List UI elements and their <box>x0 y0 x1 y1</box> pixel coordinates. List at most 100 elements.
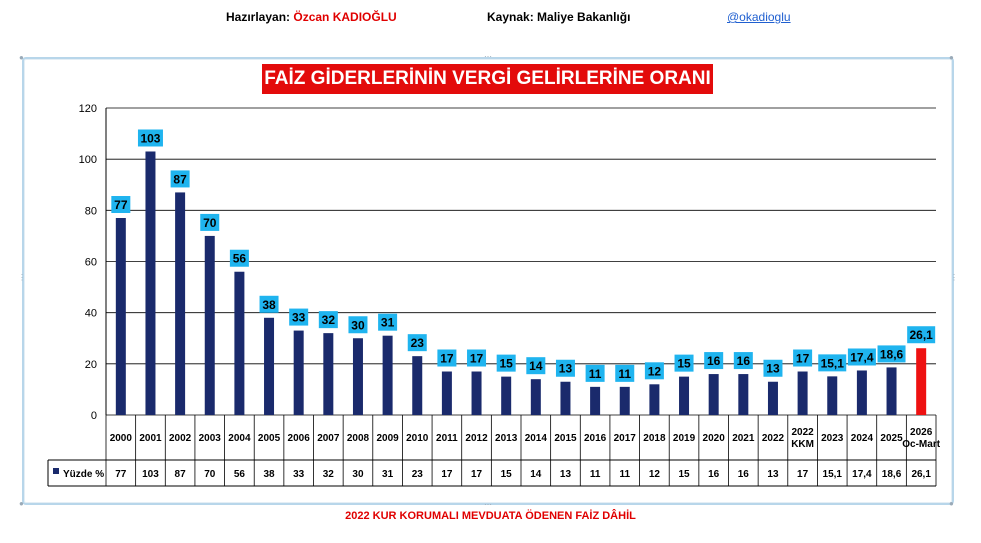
data-label-23: 17 <box>796 352 810 366</box>
y-tick-label-2: 40 <box>85 308 97 320</box>
x-tick-label-6: 2006 <box>288 433 311 444</box>
x-tick-label-1: 2001 <box>139 433 162 444</box>
data-label-9: 31 <box>381 316 395 330</box>
bar-7 <box>323 333 334 415</box>
table-value-11: 17 <box>441 469 453 480</box>
data-label-19: 15 <box>677 357 691 371</box>
data-label-10: 23 <box>411 336 425 350</box>
bar-20 <box>708 374 719 415</box>
table-value-9: 31 <box>382 469 394 480</box>
bar-22 <box>767 381 778 415</box>
bar-16 <box>590 386 601 415</box>
x-tick-label-2: 2002 <box>169 433 192 444</box>
table-value-21: 16 <box>738 469 750 480</box>
legend-label: Yüzde % <box>63 469 104 480</box>
source-name: Maliye Bakanlığı <box>537 10 631 24</box>
data-label-box-21 <box>733 352 753 370</box>
source: Kaynak: Maliye Bakanlığı <box>487 10 630 24</box>
bar-8 <box>352 338 363 415</box>
x-tick-label-13: 2013 <box>495 433 518 444</box>
resize-handle-top-left[interactable]: ● <box>19 53 24 62</box>
table-value-1: 103 <box>142 469 159 480</box>
table-value-20: 16 <box>708 469 720 480</box>
bar-25 <box>856 370 867 415</box>
bar-24 <box>827 376 838 415</box>
data-label-0: 77 <box>114 198 128 212</box>
bar-11 <box>441 371 452 415</box>
data-label-8: 30 <box>351 318 365 332</box>
data-label-box-7 <box>318 311 338 329</box>
x-tick-label-11: 2011 <box>436 433 458 444</box>
x-tick-label-15: 2015 <box>554 433 577 444</box>
data-label-4: 56 <box>233 252 247 266</box>
x-tick-label-14: 2014 <box>525 433 548 444</box>
table-value-0: 77 <box>115 469 127 480</box>
x-tick-label-25: 2024 <box>851 433 874 444</box>
legend-swatch <box>53 468 59 474</box>
data-label-5: 38 <box>262 298 276 312</box>
bar-19 <box>679 376 690 415</box>
table-value-15: 13 <box>560 469 572 480</box>
resize-handle-bottom-right[interactable]: ● <box>949 499 954 508</box>
x-tick-label-19: 2019 <box>673 433 696 444</box>
prepared-by: Hazırlayan: Özcan KADIOĞLU <box>226 10 397 24</box>
data-label-25: 17,4 <box>850 350 874 364</box>
x-tick-label-10: 2010 <box>406 433 429 444</box>
data-label-7: 32 <box>322 313 336 327</box>
bar-3 <box>204 235 215 415</box>
prepared-name: Özcan KADIOĞLU <box>293 10 397 24</box>
x-tick-label-12: 2012 <box>465 433 488 444</box>
resize-handle-bottom-left[interactable]: ● <box>19 499 24 508</box>
data-label-box-1 <box>137 129 163 147</box>
resize-handle-top-right[interactable]: ● <box>949 53 954 62</box>
data-label-box-9 <box>378 313 398 331</box>
table-value-7: 32 <box>323 469 335 480</box>
x-tick-label-7: 2007 <box>317 433 340 444</box>
data-label-16: 11 <box>589 367 602 381</box>
author-handle-link[interactable]: @okadioglu <box>727 10 791 24</box>
source-label: Kaynak: <box>487 10 534 24</box>
data-label-box-18 <box>644 362 664 380</box>
bar-4 <box>234 271 245 415</box>
resize-handle-right[interactable]: ⋮ <box>950 273 958 282</box>
bar-2 <box>175 192 186 415</box>
x-tick-label-23: 2022 KKM <box>791 427 814 450</box>
bar-14 <box>530 379 541 415</box>
data-label-22: 13 <box>766 362 780 376</box>
resize-handle-top[interactable]: ⋯ <box>484 52 492 61</box>
bar-27 <box>916 348 927 415</box>
y-tick-label-5: 100 <box>79 154 97 166</box>
x-tick-label-16: 2016 <box>584 433 607 444</box>
y-tick-label-0: 0 <box>91 410 97 422</box>
data-label-box-16 <box>585 364 605 382</box>
data-label-box-0 <box>111 196 131 214</box>
data-label-box-12 <box>467 349 487 367</box>
data-label-box-10 <box>407 334 427 352</box>
data-label-26: 18,6 <box>880 347 904 361</box>
data-label-box-24 <box>818 354 847 372</box>
data-label-box-4 <box>229 249 249 267</box>
data-label-24: 15,1 <box>821 356 845 370</box>
table-value-19: 15 <box>678 469 690 480</box>
bar-12 <box>471 371 482 415</box>
x-tick-label-24: 2023 <box>821 433 844 444</box>
table-value-4: 56 <box>234 469 246 480</box>
x-tick-label-22: 2022 <box>762 433 785 444</box>
resize-handle-left[interactable]: ⋮ <box>18 273 26 282</box>
x-tick-label-27: 2026 Oc-Mart <box>902 427 940 450</box>
table-value-23: 17 <box>797 469 809 480</box>
data-label-box-2 <box>170 170 190 188</box>
table-value-5: 38 <box>263 469 275 480</box>
table-value-17: 11 <box>619 469 630 480</box>
table-value-3: 70 <box>204 469 216 480</box>
resize-handle-bottom[interactable]: ⋯ <box>484 500 492 509</box>
author-handle[interactable]: @okadioglu <box>727 10 791 24</box>
data-label-14: 14 <box>529 359 543 373</box>
data-label-box-17 <box>615 364 635 382</box>
bar-21 <box>738 374 749 415</box>
table-value-10: 23 <box>412 469 424 480</box>
table-value-14: 14 <box>530 469 542 480</box>
bar-10 <box>412 356 423 415</box>
x-tick-label-9: 2009 <box>376 433 399 444</box>
